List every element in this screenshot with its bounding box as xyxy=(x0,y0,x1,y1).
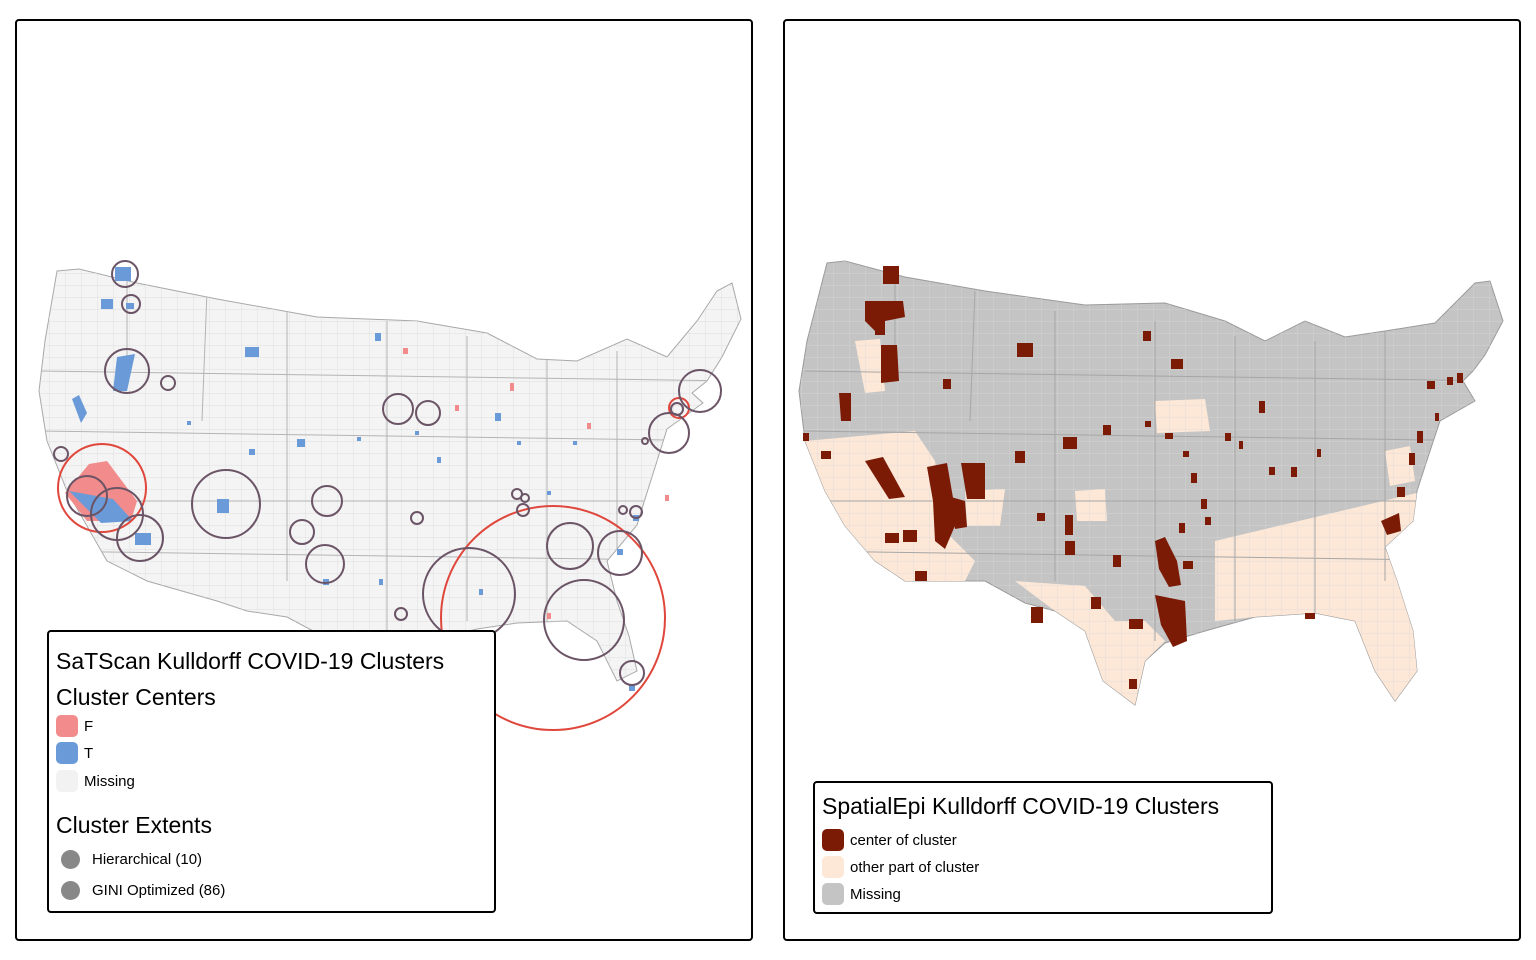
legend-item-f: F xyxy=(56,715,93,737)
cluster-center-areas xyxy=(803,266,1463,689)
legend-label: Missing xyxy=(850,885,901,903)
gini-circle xyxy=(520,493,530,503)
gini-circle xyxy=(619,660,645,686)
legend-label: Missing xyxy=(84,772,135,790)
satscan-map-panel: SaTScan Kulldorff COVID-19 Clusters Clus… xyxy=(15,19,753,941)
gini-circle xyxy=(121,294,141,314)
gini-circle xyxy=(629,505,643,519)
gini-circle xyxy=(104,348,150,394)
legend-title: SpatialEpi Kulldorff COVID-19 Clusters xyxy=(822,793,1220,819)
gini-circle xyxy=(53,446,69,462)
dot-hierarchical xyxy=(61,850,80,869)
state-borders xyxy=(804,271,1503,641)
swatch-f xyxy=(56,715,78,737)
swatch-missing xyxy=(56,770,78,792)
cluster-centers xyxy=(65,267,669,691)
legend-item-missing: Missing xyxy=(822,883,901,905)
dot-gini xyxy=(61,881,80,900)
legend-item-hierarchical: Hierarchical (10) xyxy=(61,850,202,869)
gini-circle xyxy=(111,260,139,288)
gini-circle xyxy=(543,579,625,661)
gini-circle xyxy=(546,522,594,570)
hierarchical-circle xyxy=(57,443,147,533)
legend-label: center of cluster xyxy=(850,831,957,849)
gini-circle xyxy=(618,505,628,515)
gini-circle xyxy=(410,511,424,525)
legend-item-gini: GINI Optimized (86) xyxy=(61,881,225,900)
legend-item-center: center of cluster xyxy=(822,829,957,851)
centers-heading: Cluster Centers xyxy=(56,684,216,710)
state-borders xyxy=(39,271,738,641)
gini-circle xyxy=(66,475,108,517)
gini-circle xyxy=(641,437,649,445)
gini-circle xyxy=(516,503,530,517)
gini-circle xyxy=(382,393,414,425)
legend-item-t: T xyxy=(56,742,93,764)
legend-label: Hierarchical (10) xyxy=(92,851,203,868)
gini-circle xyxy=(597,530,643,576)
legend-label: GINI Optimized (86) xyxy=(92,882,226,899)
satscan-legend: SaTScan Kulldorff COVID-19 Clusters Clus… xyxy=(47,630,496,913)
legend-label: F xyxy=(84,717,94,735)
legend-item-other: other part of cluster xyxy=(822,856,979,878)
spatialepi-legend: SpatialEpi Kulldorff COVID-19 Clusters c… xyxy=(813,781,1273,914)
gini-circle xyxy=(305,544,345,584)
legend-label: other part of cluster xyxy=(850,858,980,876)
swatch-missing xyxy=(822,883,844,905)
legend-label: T xyxy=(84,744,94,762)
gini-circle xyxy=(311,485,343,517)
spatialepi-map-panel: SpatialEpi Kulldorff COVID-19 Clusters c… xyxy=(783,19,1521,941)
swatch-center xyxy=(822,829,844,851)
legend-item-missing: Missing xyxy=(56,770,135,792)
gini-circle xyxy=(678,369,722,413)
gini-circle xyxy=(116,514,164,562)
legend-title: SaTScan Kulldorff COVID-19 Clusters xyxy=(56,648,445,674)
gini-circle xyxy=(648,412,690,454)
swatch-t xyxy=(56,742,78,764)
hierarchical-circle xyxy=(440,505,666,731)
gini-circle xyxy=(394,607,408,621)
spatialepi-map xyxy=(798,260,1504,706)
gini-circle xyxy=(415,400,441,426)
gini-circle xyxy=(160,375,176,391)
gini-circle xyxy=(289,519,315,545)
cluster-extents xyxy=(53,260,722,743)
gini-circle xyxy=(191,469,261,539)
swatch-other xyxy=(822,856,844,878)
satscan-map xyxy=(38,260,742,743)
extents-heading: Cluster Extents xyxy=(56,812,212,838)
